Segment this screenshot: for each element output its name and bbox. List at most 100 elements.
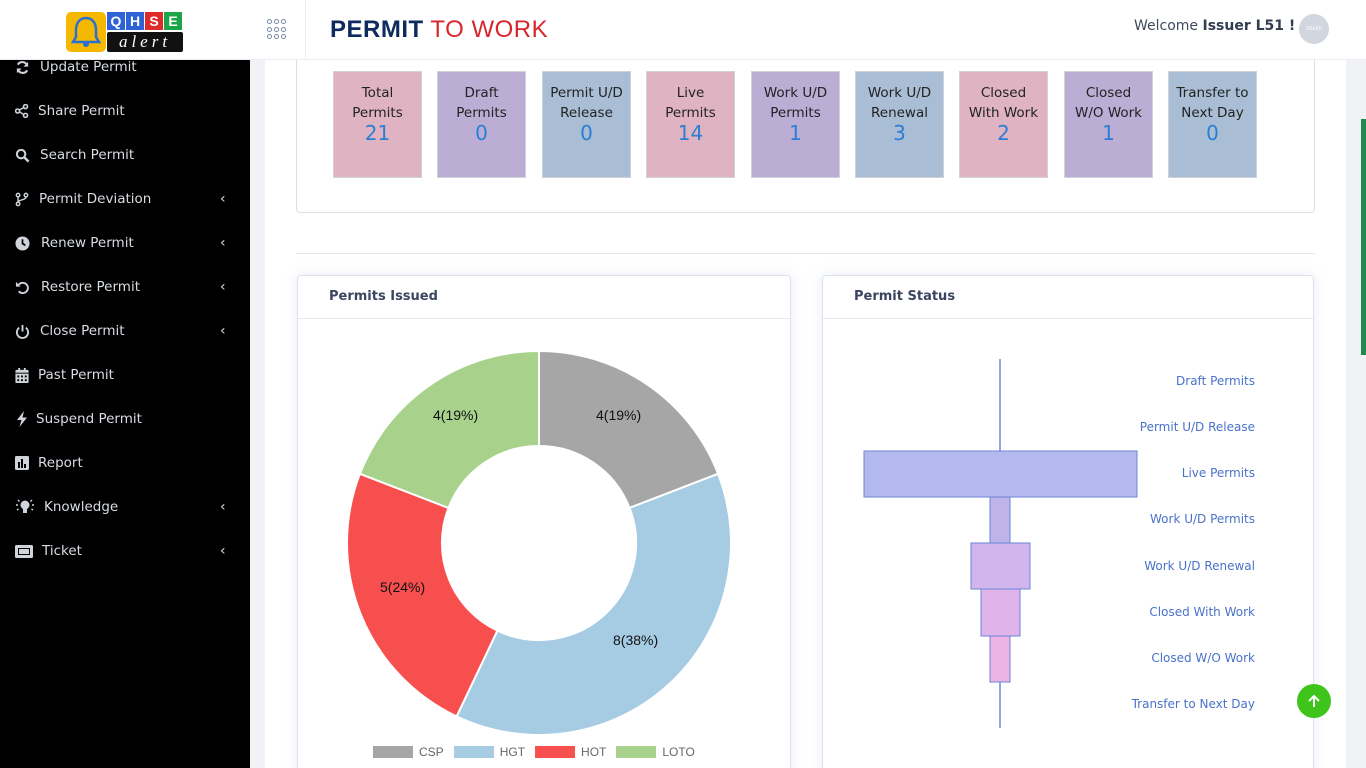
sidebar-item-restore-permit[interactable]: Restore Permit ‹ [0,272,250,302]
sidebar-item-report[interactable]: Report [0,448,250,478]
funnel-label-transfer-next-day: Transfer to Next Day [1131,697,1255,711]
stat-label-line1: Closed [1085,85,1132,101]
sidebar-item-suspend-permit[interactable]: Suspend Permit [0,404,250,434]
donut-legend: CSP HGT HOT LOTO [373,745,705,759]
donut-slice-loto[interactable] [358,349,540,510]
stat-tile-closed-wo-work[interactable]: Closed W/O Work 1 [1064,71,1153,178]
donut-label-hot: 5(24%) [380,579,426,595]
stat-label-line1: Draft [464,85,499,101]
stat-value: 14 [677,121,704,145]
stat-label-line2: W/O Work [1075,105,1142,121]
stat-tile-permit-ud-release[interactable]: Permit U/D Release 0 [542,71,631,178]
stat-value: 0 [1206,121,1219,145]
chevron-left-icon: ‹ [220,191,226,207]
chevron-left-icon: ‹ [220,279,226,295]
stat-label-line1: Closed [980,85,1027,101]
welcome-message: Welcome Issuer L51 ! [1134,18,1295,34]
legend-item-loto[interactable]: LOTO [616,745,695,759]
sidebar: Update Permit Share Permit Search Permit… [0,59,250,768]
sidebar-item-label: Share Permit [38,103,125,119]
funnel-bar-closed-with-work[interactable] [980,588,1021,637]
donut-slice-csp[interactable] [538,349,720,510]
logo-alert-text: alert [107,32,183,52]
funnel-label-live-permits: Live Permits [1181,466,1255,480]
sidebar-item-label: Report [38,455,83,471]
sidebar-item-permit-deviation[interactable]: Permit Deviation ‹ [0,184,250,214]
stat-tile-draft-permits[interactable]: Draft Permits 0 [437,71,526,178]
sidebar-item-ticket[interactable]: Ticket ‹ [0,536,250,566]
donut-slice-hgt[interactable] [455,472,732,736]
stat-tile-closed-with-work[interactable]: Closed With Work 2 [959,71,1048,178]
header-divider [305,0,306,60]
legend-item-hot[interactable]: HOT [535,745,606,759]
donut-slice-hot[interactable] [346,472,499,718]
ticket-icon [15,543,33,559]
sidebar-item-past-permit[interactable]: Past Permit [0,360,250,390]
chevron-left-icon: ‹ [220,235,226,251]
stat-label-line1: Transfer to [1176,85,1249,101]
qhse-alert-logo[interactable]: Q H S E alert [66,12,184,52]
stat-value: 1 [1102,121,1115,145]
legend-item-csp[interactable]: CSP [373,745,444,759]
search-icon [14,147,30,163]
stat-label-line2: Next Day [1181,105,1244,121]
calendar-icon [14,367,30,383]
stat-label-line2: Permits [352,105,403,121]
sidebar-item-label: Search Permit [40,147,135,163]
legend-item-hgt[interactable]: HGT [453,745,526,759]
sidebar-item-update-permit[interactable]: Update Permit [0,52,250,82]
logo-letter-s: S [145,12,163,30]
stat-tile-work-ud-permits[interactable]: Work U/D Permits 1 [751,71,840,178]
welcome-prefix: Welcome [1134,18,1199,34]
permits-issued-card: Permits Issued 4(19%) 8(38%) 5(24%) 4(19… [297,275,791,768]
stat-label-line1: Work U/D [867,85,932,101]
sidebar-item-renew-permit[interactable]: Renew Permit ‹ [0,228,250,258]
top-header: Q H S E alert PERMIT TO WORK Welcome Iss… [0,0,1366,60]
stat-tile-live-permits[interactable]: Live Permits 14 [646,71,735,178]
sidebar-item-label: Restore Permit [41,279,140,295]
stat-tile-total-permits[interactable]: Total Permits 21 [333,71,422,178]
permit-status-card: Permit Status Draft Permits Permit U/D R… [822,275,1314,768]
funnel-label-closed-with-work: Closed With Work [1149,605,1255,619]
stat-label-line2: With Work [968,105,1039,121]
sidebar-item-share-permit[interactable]: Share Permit [0,96,250,126]
chevron-left-icon: ‹ [220,543,226,559]
logo-letter-h: H [126,12,144,30]
chevron-left-icon: ‹ [220,499,226,515]
card-title: Permit Status [823,276,1313,319]
sidebar-item-close-permit[interactable]: Close Permit ‹ [0,316,250,346]
page-title-rest: TO WORK [430,16,549,43]
legend-label: HGT [499,745,526,759]
stat-tile-transfer-next-day[interactable]: Transfer to Next Day 0 [1168,71,1257,178]
power-icon [14,323,30,339]
user-name: Issuer L51 ! [1202,18,1296,34]
apps-grid-icon[interactable] [267,19,289,41]
funnel-bar-live-permits[interactable] [863,450,1138,498]
page-scrollbar[interactable] [1361,119,1366,355]
stat-label-line2: Permits [456,105,507,121]
funnel-bar-closed-wo-work[interactable] [989,635,1011,683]
donut-label-loto: 4(19%) [433,407,479,423]
sidebar-item-knowledge[interactable]: Knowledge ‹ [0,492,250,522]
bolt-icon [14,411,30,427]
sidebar-item-label: Renew Permit [41,235,134,251]
sidebar-item-search-permit[interactable]: Search Permit [0,140,250,170]
scroll-to-top-button[interactable] [1297,684,1331,718]
funnel-bar-work-ud-renewal[interactable] [970,542,1031,590]
funnel-label-work-ud-permits: Work U/D Permits [1150,512,1255,526]
chevron-left-icon: ‹ [220,323,226,339]
funnel-bar-work-ud-permits[interactable] [989,496,1011,544]
legend-swatch [453,746,494,758]
content-gutter-left [250,60,265,768]
stat-label-line2: Permits [665,105,716,121]
sidebar-item-label: Permit Deviation [39,191,152,207]
stat-label-line2: Release [560,105,613,121]
bell-icon [66,12,106,52]
sidebar-item-label: Close Permit [40,323,125,339]
stat-tile-work-ud-renewal[interactable]: Work U/D Renewal 3 [855,71,944,178]
stat-label-line1: Total [361,85,394,101]
refresh-icon [14,59,30,75]
user-avatar[interactable]: 50x50 [1299,14,1329,44]
page-title-bold: PERMIT [330,16,424,43]
stat-label-line1: Live [676,85,705,101]
